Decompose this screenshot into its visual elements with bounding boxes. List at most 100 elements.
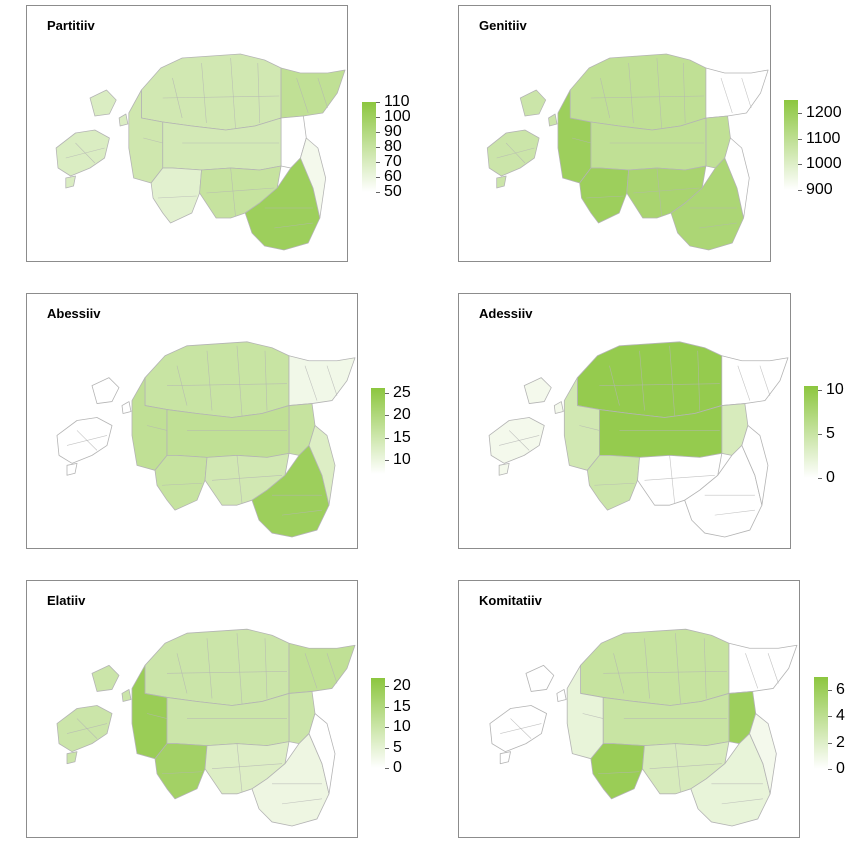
region-peipsi — [300, 137, 327, 219]
municipality-border — [759, 365, 771, 396]
legend-colorbar — [784, 100, 798, 190]
municipality-border — [236, 743, 243, 792]
municipality-border — [675, 633, 681, 704]
municipality-border — [264, 350, 268, 411]
legend-tick-label: 20 — [393, 406, 411, 424]
municipality-border — [65, 147, 105, 159]
region-northeast — [280, 67, 346, 119]
municipality-border — [317, 77, 328, 109]
legend-colorbar — [804, 386, 818, 478]
municipality-border — [143, 137, 163, 144]
legend-colorbar — [362, 102, 376, 192]
legend-tick-label: 2 — [836, 733, 845, 751]
municipality-border — [699, 222, 738, 229]
map-panel-genitiiv: Genitiiv — [458, 5, 771, 262]
choropleth-map — [486, 53, 769, 251]
municipality-border — [496, 147, 535, 159]
legend-tick-label: 100 — [384, 108, 411, 125]
municipality-border — [669, 345, 675, 416]
legend-tick-mark — [828, 769, 832, 770]
region-islands — [56, 377, 132, 476]
region-southwest — [586, 454, 640, 511]
region-islands — [56, 664, 132, 765]
region-peipsi — [741, 425, 769, 506]
legend-tick-mark — [385, 686, 389, 688]
municipality-border — [230, 57, 236, 129]
legend-tick-mark — [385, 747, 389, 749]
legend-tick-label: 10 — [826, 381, 844, 399]
municipality-border — [675, 743, 681, 792]
municipality-border — [236, 633, 243, 704]
region-north — [569, 53, 707, 131]
legend-tick-label: 10 — [393, 718, 411, 736]
legend-elatiiv: 20 15 10 5 0 — [371, 677, 431, 776]
municipality-border — [296, 77, 309, 114]
legend-tick-label: 4 — [836, 707, 845, 725]
legend-tick-label: 5 — [826, 425, 835, 443]
legend-tick-mark — [818, 390, 822, 392]
municipality-border — [586, 195, 624, 199]
legend-tick-mark — [385, 392, 389, 394]
region-southwest — [590, 743, 645, 800]
legend-tick-mark — [376, 192, 380, 193]
region-peipsi — [308, 425, 336, 506]
municipality-border — [211, 763, 283, 770]
municipality-border — [206, 187, 275, 194]
legend-tick-label: 15 — [393, 697, 411, 715]
municipality-border — [656, 167, 662, 217]
municipality-border — [720, 77, 733, 114]
legend-tick-label: 70 — [384, 153, 402, 170]
legend-colorbar — [814, 677, 828, 769]
legend-tick-label: 20 — [393, 677, 411, 695]
legend-tick-label: 60 — [384, 168, 402, 185]
legend-tick-mark — [376, 132, 380, 133]
map-title: Genitiiv — [479, 18, 527, 33]
municipality-border — [639, 350, 645, 411]
legend-tick-label: 15 — [393, 428, 411, 446]
map-panel-partitiiv: Partitiiv — [26, 5, 348, 262]
municipality-border — [230, 167, 236, 217]
municipality-border — [644, 638, 650, 699]
legend-tick-mark — [798, 190, 802, 191]
municipality-border — [66, 435, 108, 446]
municipality-border — [304, 365, 318, 401]
legend-tick-mark — [376, 102, 380, 103]
municipality-border — [304, 653, 318, 689]
municipality-border — [281, 798, 323, 805]
municipality-border — [582, 713, 604, 719]
region-northeast — [728, 642, 798, 694]
region-northeast — [288, 355, 356, 406]
legend-tick-label: 0 — [826, 469, 835, 486]
municipality-border — [714, 509, 755, 516]
legend-tick-label: 110 — [384, 93, 410, 110]
map-regions — [56, 628, 356, 827]
legend-tick-mark — [385, 768, 389, 769]
municipality-border — [599, 383, 720, 386]
municipality-border — [697, 350, 701, 411]
map-panel-komitatiiv: Komitatiiv — [458, 580, 800, 838]
municipality-border — [326, 653, 338, 684]
legend-tick-mark — [376, 162, 380, 163]
legend-adessiiv: 10 5 0 — [804, 382, 854, 486]
legend-tick-mark — [376, 117, 380, 118]
legend-colorbar — [371, 388, 385, 474]
legend-tick-mark — [828, 690, 832, 692]
municipality-border — [579, 425, 600, 431]
region-northeast — [705, 67, 769, 119]
legend-tick-label: 1000 — [806, 155, 842, 173]
municipality-border — [500, 723, 542, 734]
municipality-border — [206, 638, 213, 699]
legend-tick-mark — [385, 460, 389, 462]
legend-tick-mark — [798, 138, 802, 140]
choropleth-map — [488, 341, 789, 538]
legend-tick-label: 1200 — [806, 103, 842, 121]
region-northeast — [721, 355, 789, 406]
legend-tick-mark — [828, 716, 832, 718]
choropleth-map — [56, 628, 356, 827]
region-north — [580, 628, 730, 706]
municipality-border — [157, 195, 197, 199]
region-peipsi — [308, 713, 336, 795]
legend-genitiiv: 1200 1100 1000 900 — [784, 100, 854, 198]
legend-tick-mark — [818, 434, 822, 436]
municipality-border — [499, 435, 540, 446]
